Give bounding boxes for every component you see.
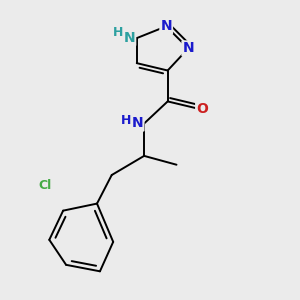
Text: H: H [112, 26, 123, 39]
Text: N: N [132, 116, 143, 130]
Text: N: N [160, 19, 172, 33]
Text: N: N [124, 31, 135, 45]
Text: H: H [121, 114, 131, 127]
Text: N: N [182, 41, 194, 56]
Text: Cl: Cl [38, 179, 51, 192]
Text: O: O [196, 102, 208, 116]
